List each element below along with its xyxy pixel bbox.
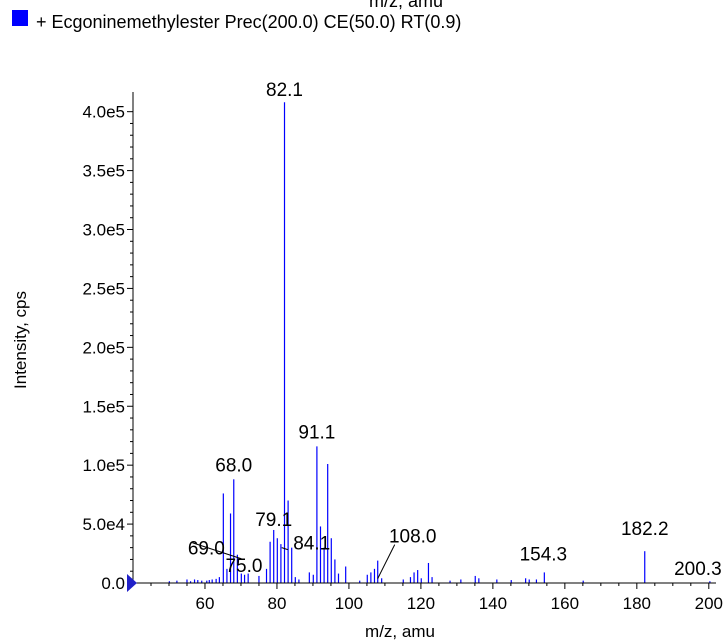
y-tick-label: 1.5e5 xyxy=(82,397,125,416)
peak-label: 182.2 xyxy=(621,519,669,540)
y-axis-title: Intensity, cps xyxy=(11,291,30,389)
x-tick-label: 60 xyxy=(196,594,215,613)
peak-label: 79.1 xyxy=(255,510,292,531)
x-tick-label: 200 xyxy=(695,594,723,613)
y-tick-label: 1.0e5 xyxy=(82,456,125,475)
x-tick-label: 140 xyxy=(479,594,507,613)
baseline-marker-icon xyxy=(127,574,137,592)
peak-label: 69.0 xyxy=(188,539,225,560)
peak-label: 68.0 xyxy=(215,455,252,476)
peak-label: 82.1 xyxy=(266,80,303,101)
peak-label-leader xyxy=(377,544,396,579)
x-tick-label: 160 xyxy=(551,594,579,613)
peak-label: 108.0 xyxy=(389,527,437,548)
y-tick-label: 2.0e5 xyxy=(82,338,125,357)
blue-square-icon xyxy=(12,10,28,26)
y-tick-label: 2.5e5 xyxy=(82,279,125,298)
y-tick-label: 4.0e5 xyxy=(82,103,125,122)
y-tick-label: 3.5e5 xyxy=(82,162,125,181)
peak-label: 200.3 xyxy=(674,559,722,580)
axes: 0.0 5.0e4 1.0e5 1.5e5 2.0e5 2.5e5 3.0e5 3.5e5 4.… xyxy=(82,92,723,613)
y-tick-label: 0.0 xyxy=(101,574,125,593)
x-tick-label: 100 xyxy=(335,594,363,613)
header-fragment: m/z, amu xyxy=(369,0,443,11)
peak-label-leader xyxy=(192,542,242,560)
peak-label: 154.3 xyxy=(520,544,568,565)
legend-label: + Ecgoninemethylester Prec(200.0) CE(50.… xyxy=(36,12,461,32)
x-tick-label: 120 xyxy=(407,594,435,613)
plot-area: 82.1 91.1 68.0 79.184.1 69.075.0 108.0 154.3 18… xyxy=(168,80,722,583)
x-tick-label: 180 xyxy=(623,594,651,613)
x-tick-label: 80 xyxy=(267,594,286,613)
x-axis-title: m/z, amu xyxy=(365,622,435,641)
peak-label-leader xyxy=(281,547,288,551)
peak-label: 91.1 xyxy=(298,422,335,443)
peak-label: 84.1 xyxy=(293,534,330,555)
y-tick-label: 5.0e4 xyxy=(82,515,125,534)
y-tick-label: 3.0e5 xyxy=(82,221,125,240)
peak-label: 75.0 xyxy=(225,556,262,577)
